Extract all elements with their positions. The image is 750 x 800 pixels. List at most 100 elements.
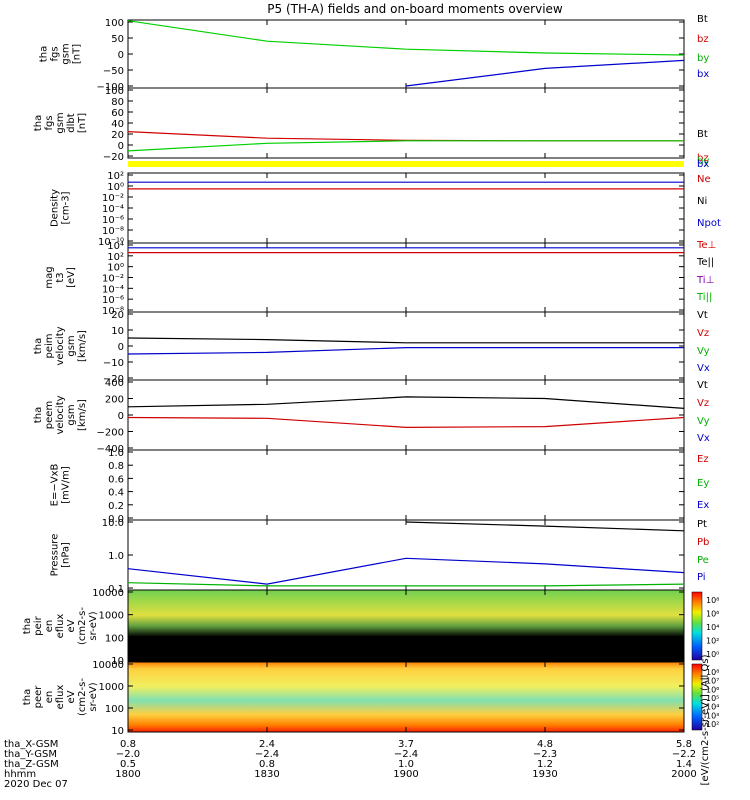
y-tick-label: 0 [118, 141, 124, 152]
legend-entry: Pb [697, 537, 709, 548]
legend-entry: Vx [697, 433, 710, 444]
legend-entry: Ti|| [696, 292, 712, 303]
y-axis-label: peir [33, 615, 44, 635]
y-axis-label: fgs [50, 46, 61, 61]
colorbar-label: [eV/(cm2-s-sr-eV)] (All Qs) [700, 654, 711, 785]
x-row-value: 1800 [115, 769, 140, 780]
legend-entry: bx [697, 69, 709, 80]
colorbar-tick-label: 10⁸ [706, 668, 719, 677]
y-tick-label: 1.0 [108, 448, 124, 459]
y-axis-label: tha [33, 338, 44, 354]
y-axis-label: eflux [55, 614, 66, 639]
x-row-value: 1900 [393, 769, 418, 780]
panel-frame [127, 242, 685, 313]
y-axis-label: eflux [55, 685, 66, 710]
legend-entry: by [697, 53, 709, 64]
y-tick-label: 10² [107, 171, 124, 182]
y-axis-label: mag [44, 266, 55, 288]
y-axis-label: tha [33, 115, 44, 131]
y-tick-label: 1.0 [108, 551, 124, 562]
panel-frame [127, 172, 685, 244]
legend-entry: Ey [697, 478, 709, 489]
y-tick-label: 100 [105, 86, 124, 97]
series-bx [405, 59, 685, 87]
x-row-label: tha_Z-GSM [4, 759, 59, 770]
y-axis-label: fgs [44, 115, 55, 130]
y-axis-label: sr-eV) [88, 682, 99, 711]
y-axis-label: gsm [66, 335, 77, 356]
x-row-value: 3.7 [398, 739, 414, 750]
series-by [127, 140, 684, 152]
spectrogram-image [128, 590, 684, 662]
legend-entry: Pe [697, 555, 709, 566]
y-axis-label: t3 [55, 272, 66, 282]
series-Pi [127, 557, 685, 585]
y-tick-label: 0 [118, 342, 124, 353]
colorbar-tick-label: 10⁶ [706, 610, 719, 619]
legend-entry: Ti⊥ [696, 275, 714, 286]
y-axis-label: tha [33, 407, 44, 423]
y-axis-label: sr-eV) [88, 611, 99, 640]
x-row-value: 1930 [532, 769, 557, 780]
panel-5: tha peim velocity gsm [km/s] 20 10 0 −10 −20 Vt Vz V… [33, 310, 710, 385]
y-tick-label: 10² [107, 252, 124, 263]
y-axis-label: eV [66, 690, 77, 703]
panel-6: tha peem velocity gsm [km/s] 400 200 0 −200 −400 V… [33, 378, 710, 455]
y-axis-label: Density [50, 189, 61, 227]
y-tick-label: 0.8 [108, 461, 124, 472]
y-tick-label: −400 [97, 444, 124, 455]
colorbar [691, 591, 703, 661]
x-row-label: tha_X-GSM [4, 739, 58, 750]
legend-entry: by [697, 156, 709, 167]
colorbar-tick-label: 10⁷ [706, 677, 719, 686]
y-axis-label: en [44, 620, 55, 633]
y-axis-label: (cm2-s- [77, 678, 88, 716]
y-tick-label: 10⁻¹⁰ [98, 237, 124, 248]
y-tick-label: 10⁻⁶ [102, 215, 124, 226]
y-axis-label: tha [22, 618, 33, 634]
panel-7: E=−VxB [mV/m] 1.0 0.8 0.6 0.4 0.2 0.0 Ez Ey Ex [50, 448, 710, 525]
y-tick-label: 80 [111, 97, 124, 108]
series-Vt [127, 337, 684, 344]
y-tick-label: −10 [103, 358, 124, 369]
panel-frame [127, 87, 685, 159]
legend-entry: Npot [697, 218, 721, 229]
colorbar-tick-label: 10⁶ [706, 685, 719, 694]
y-tick-label: −20 [103, 152, 124, 163]
y-tick-label: 10000 [92, 588, 124, 599]
panel-1: tha fgs gsm [nT] 100 50 0 −50 −100 Bt bz by bx [39, 14, 710, 93]
y-tick-label: −200 [97, 428, 124, 439]
y-tick-label: −50 [103, 66, 124, 77]
y-axis-label: tha [22, 689, 33, 705]
legend-entry: Vx [697, 363, 710, 374]
y-tick-label: 10.0 [102, 518, 124, 529]
panel-frame [127, 311, 685, 381]
y-tick-label: 0.6 [108, 474, 124, 485]
y-tick-label: 10⁻⁸ [102, 306, 124, 317]
y-tick-label: 10⁴ [107, 241, 124, 252]
legend-entry: Vt [697, 380, 708, 391]
date-label: 2020 Dec 07 [4, 779, 68, 790]
y-axis-label: [km/s] [77, 330, 88, 362]
y-tick-label: 100 [105, 18, 124, 29]
legend-entry: Te|| [696, 257, 714, 268]
y-axis-label: eV [66, 619, 77, 632]
legend-entry: Vz [697, 398, 709, 409]
x-row-value: −2.4 [394, 749, 418, 760]
panel-3: Density [cm-3] 10²10⁰10⁻²10⁻⁴10⁻⁶10⁻⁸10⁻¹⁰… [50, 171, 721, 248]
x-row-value: −2.4 [255, 749, 279, 760]
y-axis-label: (cm2-s- [77, 607, 88, 645]
legend-entry: bz [697, 153, 709, 164]
legend-entry: Vt [697, 310, 708, 321]
quality-flag-bar [128, 161, 684, 167]
legend-entry: Bt [697, 14, 708, 25]
legend-entry: Ex [697, 500, 709, 511]
series-Vt [127, 396, 685, 409]
legend-entry: Vz [697, 328, 709, 339]
y-axis-label: gsm [55, 112, 66, 133]
x-row-label: hhmm [4, 769, 36, 780]
y-tick-label: 60 [111, 108, 124, 119]
colorbar-tick-label: 10⁴ [706, 623, 719, 632]
y-axis-label: [nT] [77, 113, 88, 133]
